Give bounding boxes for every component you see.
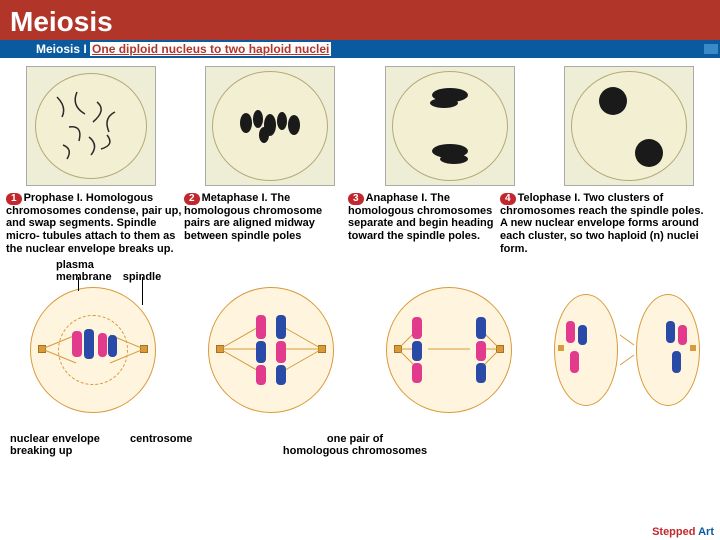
bottom-labels: nuclear envelope breaking up centrosome …	[0, 433, 720, 457]
diagram-metaphase	[206, 285, 336, 415]
diagram-row	[0, 283, 720, 433]
label-homologous: one pair of homologous chromosomes	[260, 433, 450, 457]
diagram-prophase	[28, 285, 158, 415]
label-centrosome: centrosome	[130, 433, 260, 457]
badge-2: 2	[184, 193, 200, 205]
accent-box	[704, 44, 718, 54]
stepped-art: Stepped Art	[652, 526, 714, 538]
stage-4-title: Telophase I.	[518, 192, 581, 204]
stage-4: 4Telophase I. Two clusters of chromosome…	[500, 192, 710, 255]
stepped-b: Art	[698, 526, 714, 538]
micrograph-telophase	[564, 66, 694, 186]
subtitle-prefix: Meiosis I	[36, 42, 87, 56]
leader-plasma	[78, 277, 79, 291]
subtitle-desc: One diploid nucleus to two haploid nucle…	[90, 42, 331, 56]
diagram-telophase	[562, 285, 692, 415]
badge-1: 1	[6, 193, 22, 205]
stage-2: 2Metaphase I. The homologous chromosome …	[184, 192, 348, 255]
stage-3-title: Anaphase I.	[366, 192, 428, 204]
stepped-a: Stepped	[652, 526, 698, 538]
page-title: Meiosis	[10, 6, 113, 37]
stage-3: 3Anaphase I. The homologous chromosomes …	[348, 192, 500, 255]
micrograph-anaphase	[385, 66, 515, 186]
badge-3: 3	[348, 193, 364, 205]
micrograph-prophase	[26, 66, 156, 186]
diagram-anaphase	[384, 285, 514, 415]
subtitle-bar: Meiosis I One diploid nucleus to two hap…	[0, 40, 720, 58]
stage-2-title: Metaphase I.	[202, 192, 268, 204]
micrograph-row	[0, 58, 720, 192]
stage-1: 1Prophase I. Homologous chromosomes cond…	[6, 192, 184, 255]
label-plasma-membrane: plasma membrane	[56, 259, 112, 283]
leader-spindle	[142, 277, 143, 305]
stage-descriptions: 1Prophase I. Homologous chromosomes cond…	[0, 192, 720, 255]
badge-4: 4	[500, 193, 516, 205]
stage-1-title: Prophase I.	[24, 192, 83, 204]
micrograph-metaphase	[205, 66, 335, 186]
top-labels: plasma membrane spindle	[0, 255, 720, 283]
label-nuclear-envelope: nuclear envelope breaking up	[10, 433, 130, 457]
title-bar: Meiosis	[0, 0, 720, 40]
